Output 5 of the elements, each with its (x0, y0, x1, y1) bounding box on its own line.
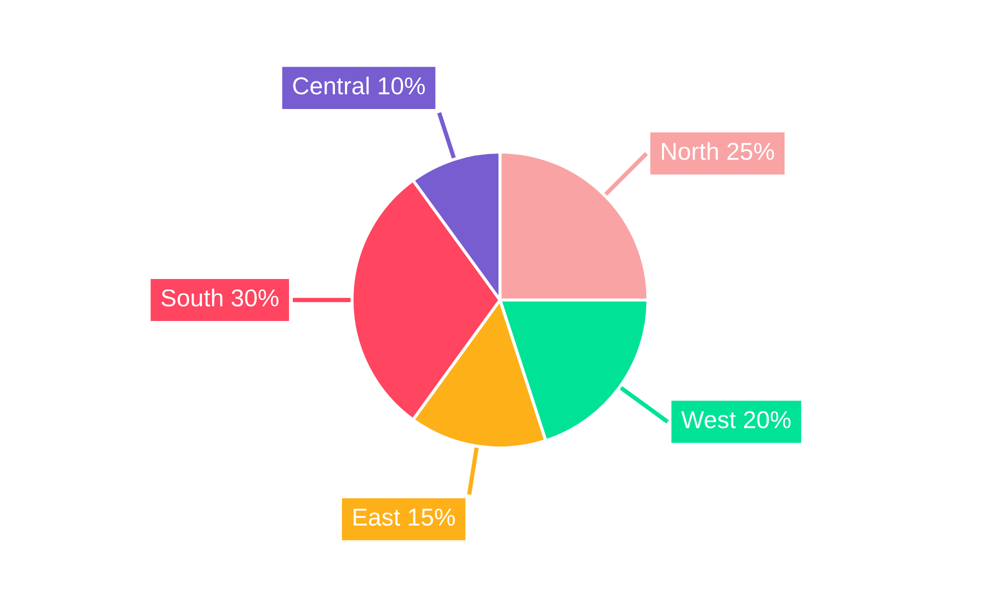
slice-label: East 15% (354, 508, 455, 526)
slice-label: North 25% (662, 142, 774, 160)
slice-label: West 20% (681, 411, 791, 428)
slice-label: South 30% (161, 288, 278, 307)
slice-label: Central 10% (293, 76, 425, 94)
